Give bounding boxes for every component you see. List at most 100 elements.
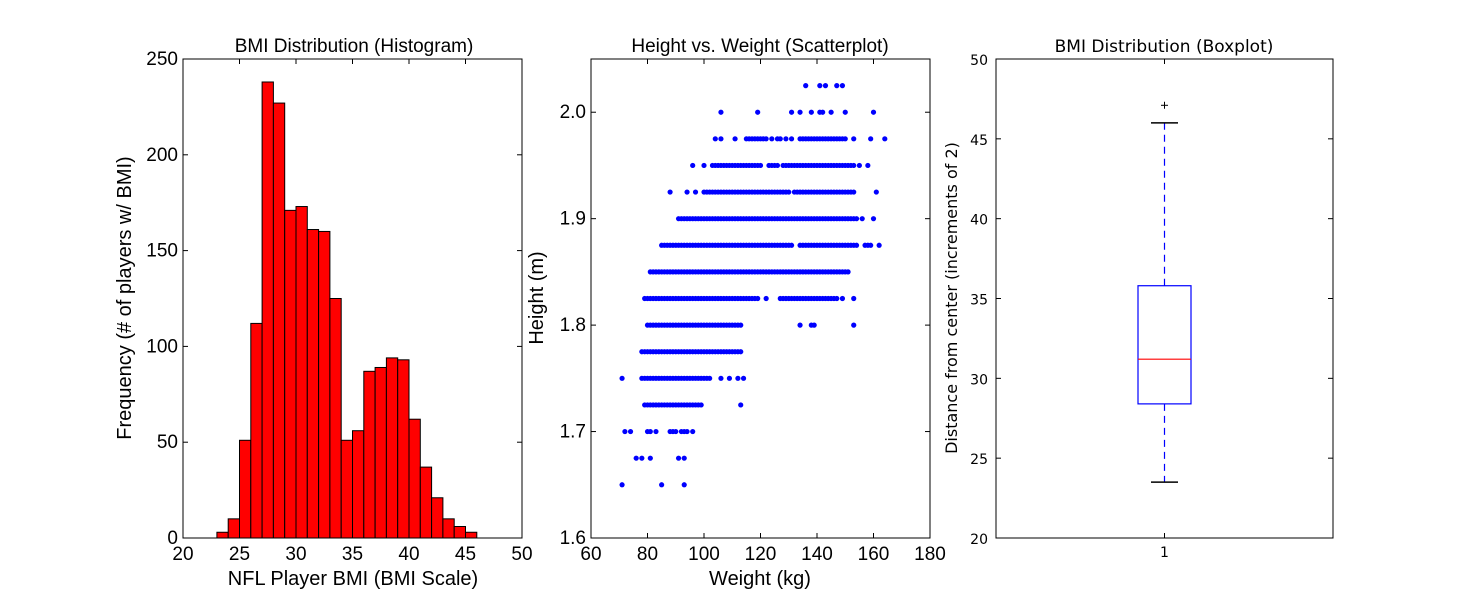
scatter-point <box>851 162 857 169</box>
scatter-point <box>842 136 848 142</box>
scatter-frame <box>590 58 931 539</box>
scatter-point <box>757 162 764 169</box>
scatter-point <box>769 136 775 142</box>
scatter-point <box>851 189 857 195</box>
scatter-panel: Height vs. Weight (Scatterplot) 60 80 100 1… <box>526 36 946 590</box>
scatter-point <box>718 109 724 115</box>
scatter-point <box>738 402 744 408</box>
scatter-point <box>811 322 817 328</box>
scatter-point <box>619 375 625 381</box>
histogram-x-tick-label: 20 <box>172 544 193 565</box>
scatter-point <box>797 109 803 115</box>
scatter-point <box>763 295 769 302</box>
scatter-point <box>851 136 857 142</box>
histogram-bar <box>329 298 342 539</box>
scatter-point <box>788 242 795 248</box>
boxplot-y-tick-label: 35 <box>970 293 988 309</box>
scatter-point <box>870 216 877 222</box>
scatter-point <box>839 295 846 302</box>
scatter-point <box>707 375 713 381</box>
scatter-point <box>859 216 865 222</box>
scatter-y-ticks: 1.6 1.7 1.8 1.9 2.0 <box>560 102 930 549</box>
histogram-bar <box>306 229 320 539</box>
scatter-point <box>868 242 874 248</box>
scatter-xlabel: Weight (kg) <box>709 568 811 590</box>
scatter-point <box>839 83 846 89</box>
scatter-point <box>868 136 874 142</box>
histogram-y-ticks: 0 50 100 150 200 250 <box>146 49 522 549</box>
histogram-y-tick-label: 50 <box>157 432 178 453</box>
scatter-point <box>619 482 625 488</box>
scatter-point <box>622 428 628 435</box>
scatter-points <box>619 83 888 488</box>
histogram-x-tick-label: 30 <box>285 544 306 565</box>
scatter-point <box>845 269 851 275</box>
histogram-y-tick-label: 250 <box>146 49 178 70</box>
scatter-point <box>726 375 733 381</box>
scatter-x-tick-label: 160 <box>858 544 890 565</box>
histogram-bar <box>295 206 308 539</box>
scatter-y-tick-label: 1.9 <box>560 209 586 230</box>
histogram-x-tick-label: 40 <box>398 544 419 565</box>
scatter-y-tick-label: 1.6 <box>560 528 586 549</box>
histogram-bar <box>250 322 263 539</box>
boxplot-x-tick-label: 1 <box>1160 545 1169 561</box>
scatter-point <box>659 482 665 488</box>
histogram-x-tick-label: 35 <box>342 544 363 565</box>
boxplot-iqr-box <box>1137 285 1192 405</box>
boxplot-y-tick-label: 30 <box>970 372 988 388</box>
scatter-point <box>735 375 741 381</box>
scatter-point <box>673 428 679 435</box>
scatter-point <box>876 242 882 248</box>
scatter-point <box>653 428 659 435</box>
histogram-bar <box>374 366 387 539</box>
scatter-y-tick-label: 1.8 <box>560 315 586 336</box>
histogram-x-tick-label: 50 <box>511 544 532 565</box>
scatter-point <box>740 375 747 381</box>
scatter-point <box>853 242 860 248</box>
histogram-ylabel: Frequency (# of players w/ BMI) <box>114 156 136 439</box>
scatter-x-tick-label: 80 <box>637 544 658 565</box>
histogram-bar <box>453 526 467 539</box>
boxplot-y-ticks: 20 25 30 35 40 45 50 <box>970 53 1333 548</box>
scatter-point <box>788 109 795 115</box>
scatter-point <box>684 189 690 195</box>
scatter-point <box>755 109 761 115</box>
scatter-point <box>763 136 769 142</box>
histogram-x-tick-label: 45 <box>455 544 476 565</box>
boxplot-ylabel: Distance from center (increments of 2) <box>942 142 961 454</box>
scatter-point <box>690 428 696 435</box>
boxplot-panel: BMI Distribution (Boxplot) 1 20 25 30 35 40 4… <box>942 37 1334 561</box>
histogram-bar <box>352 430 365 539</box>
histogram-bar <box>284 209 297 539</box>
histogram-y-tick-label: 150 <box>146 241 178 262</box>
histogram-bar <box>419 466 433 539</box>
scatter-point <box>834 295 840 302</box>
scatter-point <box>681 455 687 461</box>
histogram-xlabel: NFL Player BMI (BMI Scale) <box>228 568 478 590</box>
scatter-point <box>873 189 879 195</box>
scatter-x-ticks: 60 80 100 120 140 160 180 <box>580 59 946 565</box>
scatter-point <box>822 83 829 89</box>
scatter-point <box>842 109 848 115</box>
scatter-point <box>828 109 834 115</box>
histogram-y-tick-label: 200 <box>146 145 178 166</box>
scatter-point <box>870 109 877 115</box>
boxplot-y-tick-label: 25 <box>970 452 988 468</box>
scatter-point <box>777 136 783 142</box>
histogram-bar <box>216 531 229 539</box>
scatter-point <box>690 162 696 169</box>
boxplot-y-tick-label: 50 <box>970 53 988 69</box>
scatter-point <box>817 83 823 89</box>
scatter-x-tick-label: 120 <box>745 544 777 565</box>
histogram-bar <box>318 230 331 539</box>
histogram-bar <box>239 439 252 539</box>
scatter-point <box>712 136 718 142</box>
scatter-ylabel: Height (m) <box>526 251 548 344</box>
histogram-bar <box>363 370 376 539</box>
histogram-panel: BMI Distribution (Histogram) 20 25 30 35 40 4… <box>114 36 533 590</box>
boxplot-y-tick-label: 40 <box>970 213 988 229</box>
scatter-point <box>774 162 781 169</box>
scatter-point <box>684 428 690 435</box>
